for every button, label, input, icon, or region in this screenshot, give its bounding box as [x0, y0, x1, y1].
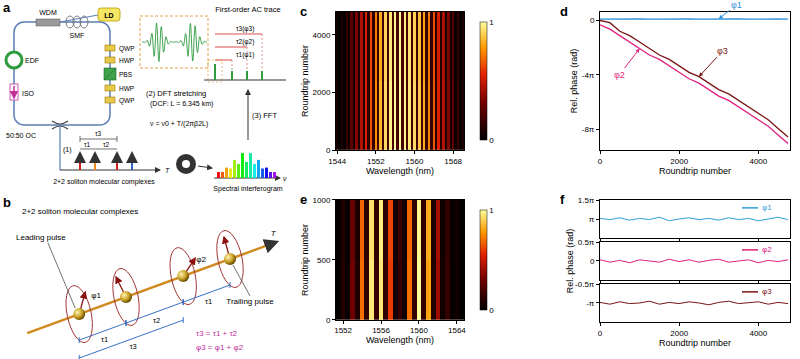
svg-text:0: 0	[590, 257, 595, 266]
svg-text:τ3: τ3	[95, 130, 102, 137]
svg-text:φ2: φ2	[614, 70, 625, 80]
svg-text:τ2: τ2	[103, 141, 110, 148]
svg-text:(2) DFT stretching: (2) DFT stretching	[146, 89, 206, 98]
svg-text:1552: 1552	[334, 326, 352, 335]
svg-text:T: T	[165, 167, 170, 174]
svg-text:Wavelength (nm): Wavelength (nm)	[366, 335, 434, 345]
svg-text:4000: 4000	[749, 157, 767, 166]
svg-text:1568: 1568	[444, 157, 462, 166]
svg-text:1: 1	[489, 18, 494, 27]
svg-text:2000: 2000	[670, 329, 688, 338]
svg-text:τ3: τ3	[130, 342, 137, 351]
svg-text:-π: -π	[586, 299, 595, 308]
svg-text:-0.5π: -0.5π	[575, 280, 595, 289]
svg-text:Roundtrip number: Roundtrip number	[659, 166, 731, 176]
svg-text:0.5π: 0.5π	[578, 238, 595, 247]
svg-text:QWP: QWP	[119, 97, 135, 105]
svg-text:ISO: ISO	[22, 90, 35, 97]
svg-text:50:50 OC: 50:50 OC	[6, 132, 36, 139]
svg-text:e: e	[300, 192, 307, 207]
svg-text:φ3: φ3	[762, 287, 772, 296]
svg-text:HWP: HWP	[119, 85, 134, 92]
svg-text:f: f	[560, 192, 565, 207]
svg-text:2+2 soliton molecular complexe: 2+2 soliton molecular complexes	[22, 207, 138, 216]
svg-text:Wavelength (nm): Wavelength (nm)	[366, 166, 434, 176]
svg-text:τ1: τ1	[84, 141, 91, 148]
svg-text:1: 1	[489, 206, 494, 215]
svg-text:EDF: EDF	[25, 57, 39, 64]
svg-text:0: 0	[489, 306, 494, 315]
svg-text:500: 500	[317, 256, 331, 265]
svg-text:φ1: φ1	[762, 203, 772, 212]
svg-text:φ2: φ2	[196, 255, 206, 264]
svg-text:τ1: τ1	[101, 335, 108, 344]
svg-text:Leading pulse: Leading pulse	[16, 233, 66, 242]
svg-text:φ1: φ1	[91, 291, 101, 300]
svg-text:PBS: PBS	[119, 71, 133, 78]
svg-text:c: c	[300, 4, 307, 19]
svg-text:Roundtrip number: Roundtrip number	[300, 224, 310, 296]
svg-text:(DCF: L = 6.345 km): (DCF: L = 6.345 km)	[150, 100, 213, 108]
svg-text:4000: 4000	[749, 329, 767, 338]
svg-text:ν = ν0 + T/(2πβ2L): ν = ν0 + T/(2πβ2L)	[150, 120, 208, 128]
svg-text:2000: 2000	[670, 157, 688, 166]
svg-text:1544: 1544	[328, 157, 346, 166]
svg-text:φ3 = φ1 + φ2: φ3 = φ1 + φ2	[196, 343, 244, 352]
svg-text:0: 0	[326, 146, 331, 155]
svg-text:1564: 1564	[448, 326, 466, 335]
svg-text:0: 0	[489, 136, 494, 145]
svg-text:φ3: φ3	[717, 46, 728, 56]
svg-text:1.5π: 1.5π	[578, 196, 595, 205]
svg-text:Spectral interferogram: Spectral interferogram	[213, 185, 282, 193]
svg-text:φ2: φ2	[762, 245, 772, 254]
svg-text:Trailing pulse: Trailing pulse	[226, 297, 274, 306]
svg-text:Rel. phase (rad): Rel. phase (rad)	[569, 49, 579, 114]
svg-text:0: 0	[590, 16, 595, 25]
svg-text:τ1(φ1): τ1(φ1)	[236, 51, 254, 59]
svg-text:π: π	[589, 215, 595, 224]
svg-text:2+2 soliton molecular complexe: 2+2 soliton molecular complexes	[53, 178, 155, 186]
svg-text:Roundtrip number: Roundtrip number	[300, 45, 310, 117]
svg-text:0: 0	[598, 329, 603, 338]
svg-text:φ1: φ1	[731, 0, 742, 10]
svg-text:2000: 2000	[313, 88, 331, 97]
svg-text:4000: 4000	[313, 31, 331, 40]
svg-text:1560: 1560	[406, 157, 424, 166]
svg-text:0: 0	[598, 157, 603, 166]
svg-text:QWP: QWP	[119, 45, 135, 53]
svg-text:SMF: SMF	[70, 32, 85, 39]
svg-text:-4π: -4π	[582, 71, 595, 80]
svg-text:-8π: -8π	[582, 125, 595, 134]
svg-text:LD: LD	[104, 12, 113, 19]
svg-text:d: d	[560, 4, 568, 19]
svg-text:b: b	[3, 195, 11, 210]
svg-text:Rel. phase (rad): Rel. phase (rad)	[565, 229, 575, 294]
svg-text:WDM: WDM	[39, 9, 57, 16]
svg-text:τ3 = τ1 + τ2: τ3 = τ1 + τ2	[196, 329, 238, 338]
svg-text:0: 0	[326, 316, 331, 325]
svg-text:a: a	[3, 0, 11, 15]
svg-text:Roundtrip number: Roundtrip number	[659, 338, 731, 348]
svg-text:τ2(φ2): τ2(φ2)	[236, 38, 254, 46]
svg-text:First-order AC trace: First-order AC trace	[215, 5, 280, 14]
svg-text:HWP: HWP	[119, 57, 134, 64]
svg-text:1556: 1556	[372, 326, 390, 335]
svg-text:1552: 1552	[367, 157, 385, 166]
svg-text:ν: ν	[283, 175, 287, 182]
svg-text:τ2: τ2	[153, 316, 160, 325]
svg-text:1000: 1000	[313, 196, 331, 205]
svg-text:T: T	[271, 229, 277, 238]
svg-text:τ3(φ3): τ3(φ3)	[236, 25, 254, 33]
svg-text:1560: 1560	[410, 326, 428, 335]
svg-text:τ1: τ1	[205, 297, 212, 306]
svg-text:(3) FFT: (3) FFT	[252, 111, 277, 120]
svg-text:(1): (1)	[63, 146, 72, 154]
